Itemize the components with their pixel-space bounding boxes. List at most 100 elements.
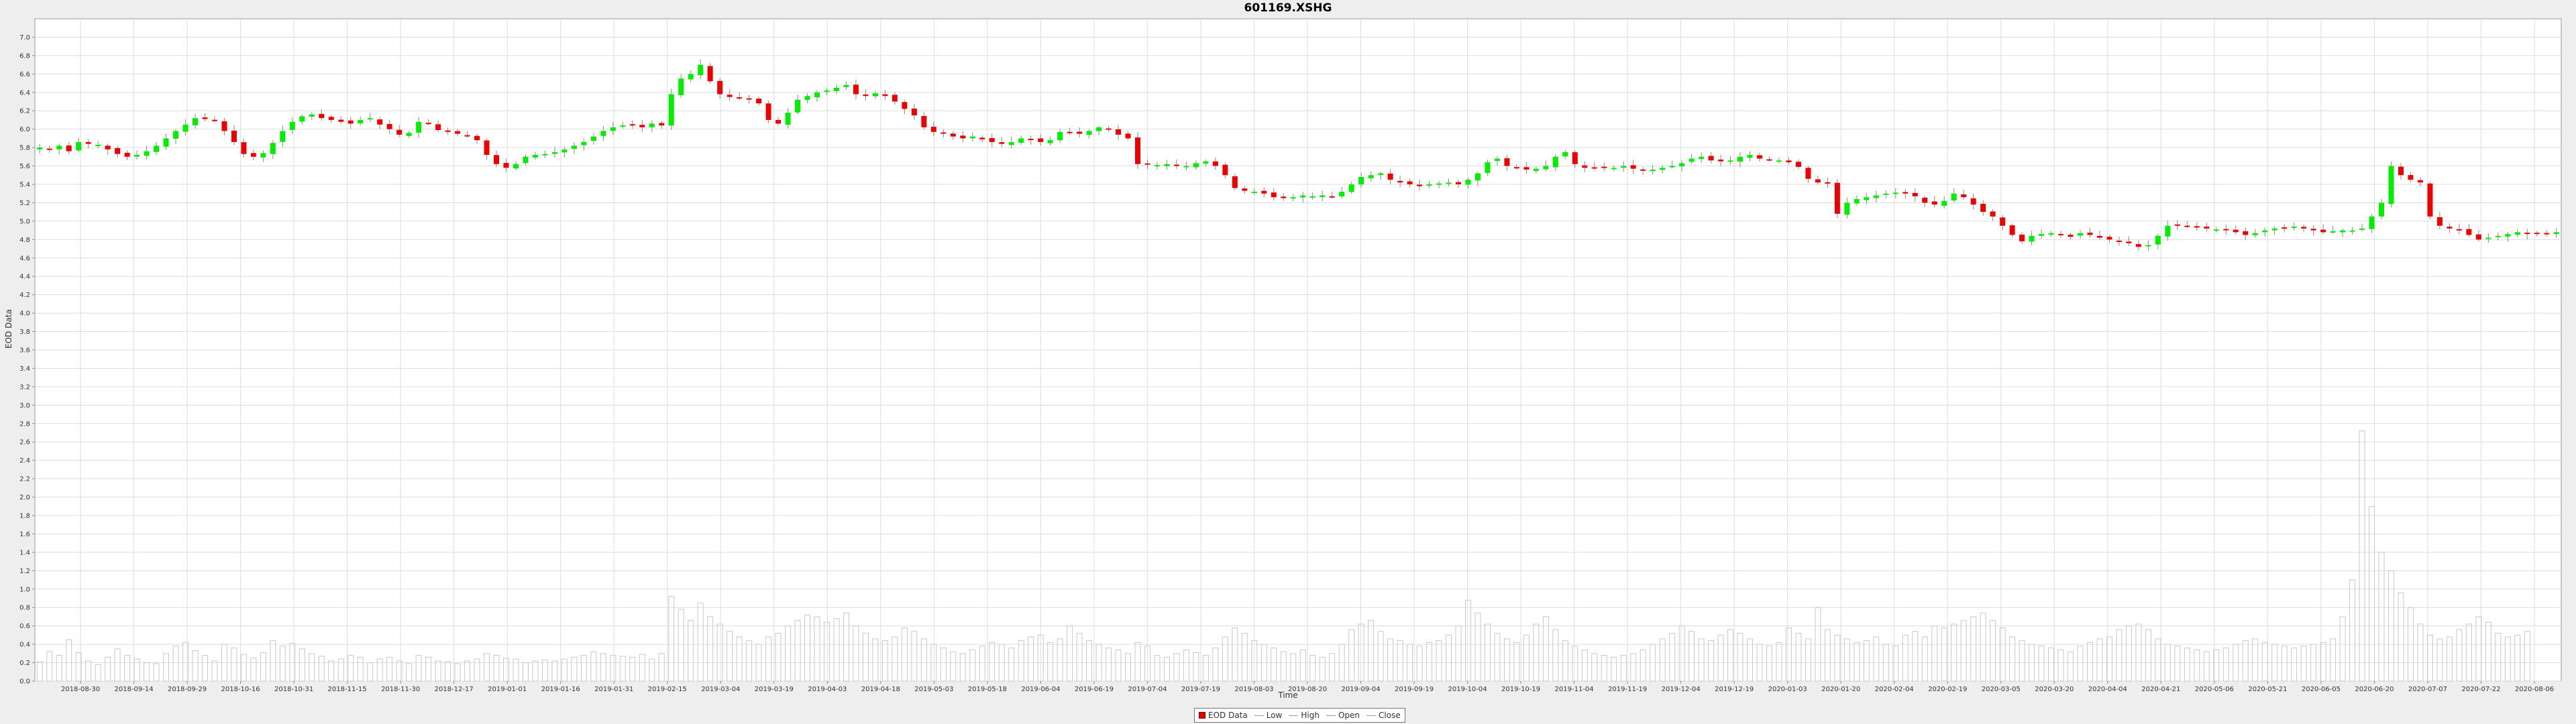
x-tick-label: 2020-07-07 [2408,686,2447,693]
volume-bar [2164,644,2171,682]
legend-item-eod: EOD Data [1199,711,1248,720]
volume-bar [1057,638,1063,682]
volume-bar [1542,616,1549,682]
volume-bar [2271,644,2278,682]
candle-down [1805,168,1811,179]
x-tick-label: 2020-01-20 [1821,686,1860,693]
candle-up [532,155,538,158]
volume-bar [46,651,53,682]
volume-bar [415,655,422,682]
volume-bar [629,656,636,682]
y-tick-label: 1.0 [19,586,30,593]
candle-up [1883,193,1889,195]
volume-bar [1455,625,1462,682]
volume-bar [1407,644,1413,682]
volume-bar [36,661,43,682]
candle-up [668,94,674,126]
x-tick-label: 2020-01-03 [1768,686,1807,693]
y-tick-label: 0.4 [19,642,30,649]
volume-bar [755,644,762,682]
volume-bar [1854,642,1860,682]
candle-down [1795,162,1801,167]
candle-down [2466,229,2472,235]
y-tick-label: 2.8 [19,420,30,428]
x-tick-label: 2020-04-04 [2088,686,2127,693]
volume-bar [1067,625,1073,682]
x-tick-label: 2018-09-29 [168,686,207,693]
x-tick-label: 2020-04-21 [2141,686,2180,693]
candle-up [1047,140,1053,143]
candle-up [1348,184,1354,192]
candle-down [1513,167,1519,169]
candle-up [37,147,43,149]
candle-down [2301,227,2307,229]
candle-down [328,117,334,120]
volume-bar [541,659,548,682]
volume-bar [1232,627,1238,682]
candle-down [2447,227,2453,229]
candle-up [610,127,616,131]
volume-bar [2077,646,2084,682]
volume-bar [250,658,257,682]
volume-bar [2145,629,2151,682]
volume-bar [1650,644,1656,682]
candle-up [1193,163,1199,168]
volume-bar [1018,640,1024,682]
volume-bar [484,653,490,682]
volume-bar [532,660,539,682]
candle-up [1096,127,1102,131]
candle-down [930,127,936,132]
volume-bar [2242,640,2249,682]
candle-down [319,113,325,119]
volume-bar [1329,653,1336,682]
candle-down [1067,131,1073,133]
y-tick-label: 0.2 [19,660,30,667]
volume-bar [1882,644,1889,682]
volume-layer [36,430,2530,682]
candle-up [542,154,548,156]
candle-down [474,135,480,141]
volume-bar [201,655,208,682]
volume-bar [474,658,480,682]
volume-bar [445,661,451,682]
volume-bar [2408,607,2414,682]
volume-bar [1446,634,1452,682]
candle-down [882,94,888,97]
y-tick-label: 5.8 [19,145,30,152]
volume-bar [2524,631,2530,682]
y-tick-label: 3.6 [19,347,30,355]
candle-up [1446,182,1452,184]
candle-up [1688,158,1695,162]
volume-bar [85,660,92,682]
candle-down [202,117,208,119]
candle-down [659,123,665,126]
candle-down [707,66,713,82]
x-tick-label: 2019-01-16 [541,686,580,693]
candle-down [105,145,111,149]
volume-bar [2456,629,2463,682]
candle-up [804,96,810,101]
candle-down [2534,233,2540,235]
candle-down [1038,138,1044,142]
candle-down [241,142,247,154]
volume-bar [114,648,121,682]
volume-bar [2485,621,2491,682]
candle-down [66,145,72,152]
volume-bar [133,658,140,682]
volume-bar [920,638,927,682]
candle-up [2078,233,2083,236]
volume-bar [1717,634,1724,682]
candle-up [1844,202,1850,215]
candle-up [600,131,606,136]
volume-bar [211,660,218,682]
candle-down [2135,244,2141,247]
volume-bar [66,639,72,682]
candle-down [1902,192,1909,194]
volume-bar [163,653,170,682]
y-tick-label: 7.0 [19,34,30,42]
volume-bar [2261,642,2268,682]
volume-bar [979,646,985,682]
candle-down [2106,237,2112,240]
volume-bar [1348,629,1355,682]
candle-up [1494,158,1500,162]
